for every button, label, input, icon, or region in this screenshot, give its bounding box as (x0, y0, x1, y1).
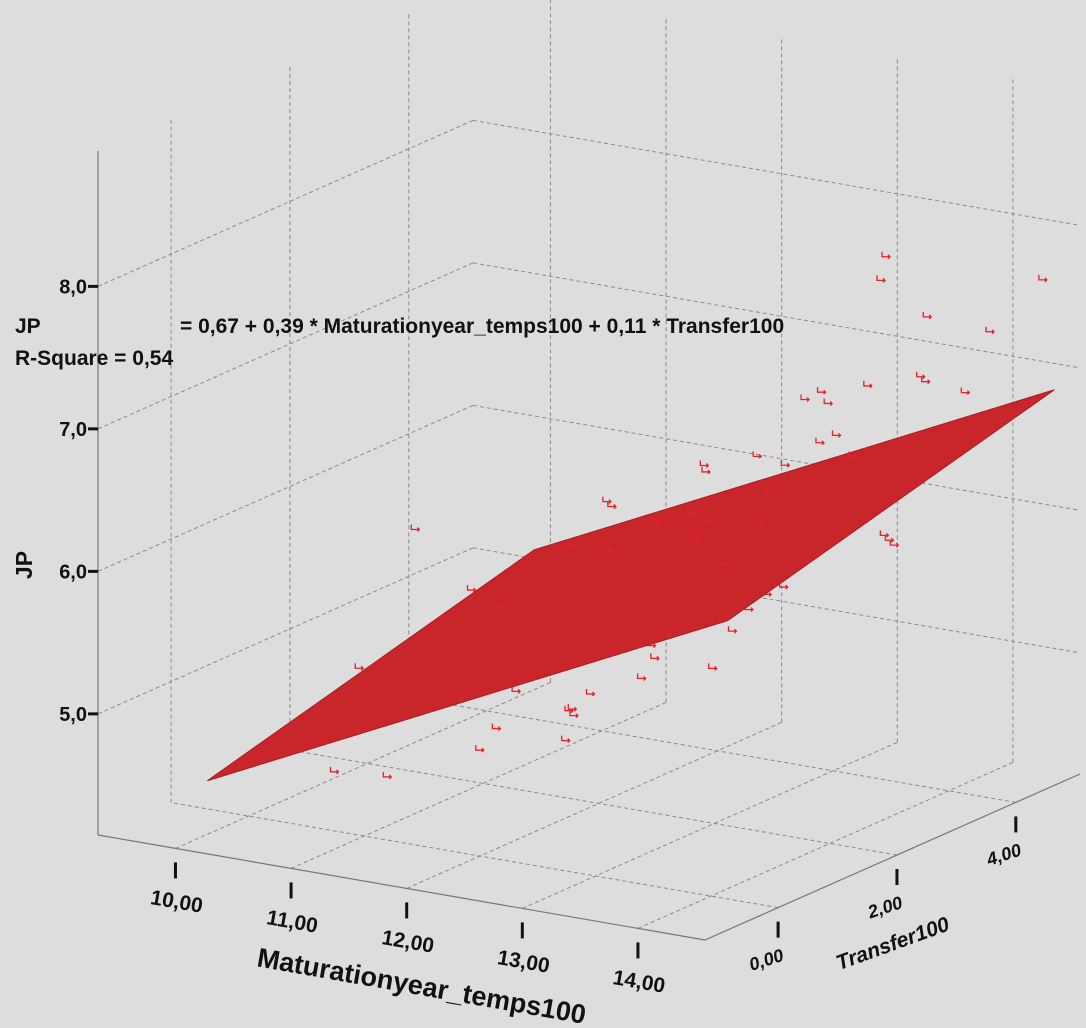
grid-line (637, 761, 1014, 929)
data-point (686, 509, 697, 517)
x-axis-line (97, 834, 706, 941)
data-point (650, 653, 660, 661)
data-point (960, 387, 971, 396)
data-point (703, 515, 713, 524)
data-point (329, 766, 340, 775)
grid-line (97, 119, 474, 287)
data-point (701, 466, 711, 475)
data-point (879, 530, 890, 538)
data-point (410, 524, 421, 532)
data-point (567, 704, 578, 712)
data-point (382, 771, 393, 780)
data-point (354, 663, 365, 671)
data-point (823, 398, 834, 406)
x-tick-label: 14,00 (611, 966, 667, 998)
regression-plane (206, 389, 1055, 782)
grid-line (472, 262, 1081, 369)
data-point (607, 501, 617, 509)
data-point (708, 663, 718, 671)
grid-line (472, 547, 1081, 654)
data-point (889, 540, 900, 548)
data-point (699, 460, 710, 468)
data-point (754, 514, 764, 523)
data-point (691, 528, 702, 536)
data-point (922, 311, 933, 320)
data-point (848, 451, 858, 460)
grid-line (171, 802, 779, 909)
grid-line (522, 741, 898, 909)
data-point (881, 251, 891, 260)
grid-line (289, 749, 898, 856)
grid-line (472, 119, 1081, 226)
z-tick-label: 8,0 (59, 276, 87, 298)
y-tick-label: 4,00 (983, 840, 1023, 870)
z-axis-label: JP (11, 551, 37, 579)
grid-line (408, 696, 1016, 803)
x-tick-label: 10,00 (149, 886, 205, 918)
data-point (493, 601, 503, 610)
data-point (985, 326, 995, 335)
axes-layer (97, 151, 1081, 941)
data-point (752, 451, 763, 459)
data-point (585, 689, 596, 697)
equation-rhs: = 0,67 + 0,39 * Maturationyear_temps100 … (180, 315, 784, 338)
data-point (569, 710, 579, 719)
data-point (765, 488, 776, 496)
z-tick-label: 6,0 (59, 561, 87, 583)
data-point (475, 745, 485, 753)
data-point (717, 559, 728, 567)
y-tick-label: 0,00 (746, 945, 786, 975)
data-point (466, 585, 477, 593)
z-tick-label: 5,0 (59, 704, 87, 726)
data-point (676, 513, 687, 521)
front-layer (354, 251, 1048, 671)
data-point (816, 387, 827, 395)
grid-line (175, 681, 551, 849)
data-point (603, 545, 614, 554)
equation-lhs: JP (15, 315, 41, 338)
data-point (511, 686, 522, 694)
data-point (637, 673, 647, 681)
data-point (815, 437, 825, 446)
data-point (727, 626, 738, 634)
x-tick-label: 12,00 (380, 926, 436, 958)
grid-line (97, 547, 474, 715)
data-point (689, 536, 700, 544)
x-tick-label: 13,00 (496, 946, 552, 978)
y-axis-label: Transfer100 (833, 913, 953, 975)
grid-line (406, 721, 782, 889)
x-tick-label: 11,00 (265, 906, 320, 938)
data-point (1038, 274, 1048, 283)
y-tick-label: 2,00 (864, 892, 904, 922)
data-point (561, 735, 571, 744)
data-point (916, 371, 926, 380)
data-point (831, 430, 842, 438)
data-point (876, 275, 886, 283)
grid-line (97, 404, 474, 572)
data-point (800, 394, 810, 402)
data-point (920, 376, 931, 385)
data-point (565, 541, 576, 549)
data-point (651, 517, 662, 525)
grid-line (97, 262, 474, 430)
z-tick-label: 7,0 (59, 419, 87, 441)
grid-line (472, 404, 1081, 511)
y-axis-line (704, 773, 1081, 941)
plane-layer (206, 389, 1055, 782)
data-point (863, 380, 873, 389)
data-point (602, 496, 612, 505)
grid-line (290, 701, 667, 869)
data-point (491, 723, 502, 732)
data-point (780, 460, 791, 468)
r-square: R-Square = 0,54 (15, 347, 173, 370)
